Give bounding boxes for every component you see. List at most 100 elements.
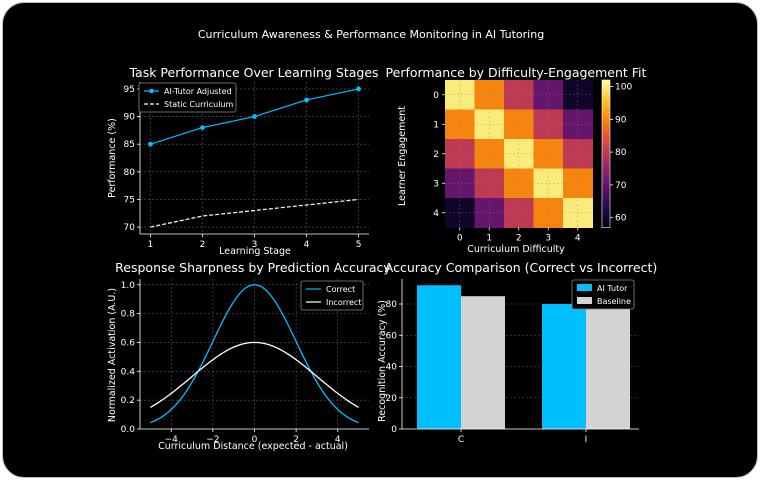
data-point xyxy=(356,86,361,92)
series-curve-0 xyxy=(150,284,359,424)
colorbar-segment xyxy=(602,146,610,151)
data-point xyxy=(252,114,257,119)
chart4-legend-swatch-0 xyxy=(577,284,592,291)
colorbar-segment xyxy=(602,120,610,125)
x-tick-label: 4 xyxy=(304,240,310,250)
x-tick-label: 0 xyxy=(252,435,258,445)
chart2-title: Performance by Difficulty-Engagement Fit xyxy=(386,65,647,80)
bar-C-1 xyxy=(461,296,505,429)
bar-C-0 xyxy=(417,285,461,429)
colorbar-segment xyxy=(602,113,610,118)
colorbar-segment xyxy=(602,142,610,147)
chart1-series xyxy=(148,86,361,228)
y-tick-label: 80 xyxy=(124,168,136,178)
series-curve-1 xyxy=(150,341,359,408)
chart4-title: Accuracy Comparison (Correct vs Incorrec… xyxy=(385,260,657,275)
colorbar-segment xyxy=(602,205,610,210)
figure-canvas: Curriculum Awareness & Performance Monit… xyxy=(107,28,657,452)
x-tick-label: 4 xyxy=(335,435,341,445)
colorbar-segment xyxy=(602,190,610,195)
colorbar-outline xyxy=(601,79,611,228)
y-tick-label: 1 xyxy=(433,120,439,130)
x-tick-label: 2 xyxy=(200,240,206,250)
data-point xyxy=(304,97,309,103)
y-tick-label: 75 xyxy=(124,195,135,205)
bar-chart-panel: Accuracy Comparison (Correct vs Incorrec… xyxy=(377,260,657,445)
colorbar-segment xyxy=(602,131,610,136)
colorbar-tick-label: 100 xyxy=(615,83,632,93)
colorbar-segment xyxy=(602,87,610,92)
colorbar-segment xyxy=(602,201,610,206)
x-tick-label: −2 xyxy=(206,435,219,445)
colorbar-segment xyxy=(602,135,610,140)
colorbar-segment xyxy=(602,139,610,144)
colorbar-segment xyxy=(602,124,610,129)
chart1-legend: AI-Tutor Adjusted Static Curriculum xyxy=(138,82,237,113)
chart3-series xyxy=(150,284,359,424)
y-tick-label: 3 xyxy=(433,179,439,189)
y-tick-label: 60 xyxy=(386,331,398,341)
y-tick-label: 70 xyxy=(124,223,136,233)
colorbar-segment xyxy=(602,91,610,96)
colorbar-segment xyxy=(602,127,610,133)
y-tick-label: 80 xyxy=(386,300,398,310)
y-tick-label: 4 xyxy=(433,209,439,219)
bar-I-1 xyxy=(586,307,630,429)
line-chart-panel: Task Performance Over Learning Stages 1 2… xyxy=(107,65,379,257)
colorbar-segment xyxy=(602,83,610,88)
x-tick-label: 0 xyxy=(457,234,463,244)
y-tick-label: 0 xyxy=(391,425,397,435)
colorbar-segment xyxy=(602,109,610,114)
data-point xyxy=(200,125,205,130)
colorbar-segment xyxy=(602,94,610,100)
chart4-legend: AI Tutor Baseline xyxy=(571,279,635,310)
y-tick-label: 85 xyxy=(124,140,135,150)
chart4-legend-label-1: Baseline xyxy=(597,297,631,306)
y-tick-label: 95 xyxy=(124,85,135,95)
chart1-legend-label-0: AI-Tutor Adjusted xyxy=(164,87,232,96)
colorbar-segment xyxy=(602,116,610,122)
colorbar-segment xyxy=(602,150,610,155)
figure-suptitle: Curriculum Awareness & Performance Monit… xyxy=(198,28,544,41)
chart3-legend-box xyxy=(300,280,364,311)
x-tick-label: 2 xyxy=(293,435,299,445)
colorbar-segment xyxy=(602,220,610,225)
x-tick-label: 2 xyxy=(516,234,522,244)
chart1-ylabel: Performance (%) xyxy=(107,118,118,198)
x-tick-label: I xyxy=(585,435,588,445)
colorbar-segment xyxy=(602,212,610,218)
chart3-legend: Correct Incorrect xyxy=(300,280,364,311)
y-tick-label: 0.8 xyxy=(121,310,136,320)
x-tick-label: 3 xyxy=(252,240,258,250)
colorbar-segment xyxy=(602,161,610,166)
colorbar-segment xyxy=(602,179,610,184)
colorbar-segment xyxy=(602,209,610,214)
chart4-axes: 0 20 40 60 80 C I xyxy=(386,279,639,445)
y-tick-label: 20 xyxy=(386,394,398,404)
y-tick-label: 90 xyxy=(124,113,136,123)
chart4-bars xyxy=(417,285,630,429)
chart2-xlabel: Curriculum Difficulty xyxy=(467,244,565,255)
colorbar-segment xyxy=(602,80,610,85)
colorbar-segment xyxy=(602,157,610,162)
chart4-legend-label-0: AI Tutor xyxy=(597,284,628,293)
x-tick-label: 1 xyxy=(486,234,492,244)
colorbar-segment xyxy=(602,223,610,229)
colorbar-segment xyxy=(602,153,610,159)
y-tick-label: 0.4 xyxy=(121,367,136,377)
y-tick-label: 40 xyxy=(386,363,398,373)
colorbar-tick-label: 90 xyxy=(615,115,627,125)
chart1-legend-marker-0 xyxy=(149,88,154,94)
x-tick-label: 3 xyxy=(545,234,551,244)
colorbar-segment xyxy=(602,102,610,107)
bar-I-0 xyxy=(542,304,586,429)
chart2-axes: 0 0 1 1 2 2 3 3 4 4 xyxy=(433,91,581,244)
colorbar-segment xyxy=(602,172,610,177)
y-tick-label: 1.0 xyxy=(121,281,136,291)
chart4-ylabel: Recognition Accuracy (%) xyxy=(377,300,388,422)
chart3-axes: −4 −2 0 2 4 0.0 0.2 0.4 0.6 0.8 1.0 xyxy=(121,279,369,445)
chart3-title: Response Sharpness by Prediction Accurac… xyxy=(115,260,391,275)
colorbar-segment xyxy=(602,216,610,221)
colorbar-segment xyxy=(602,198,610,203)
